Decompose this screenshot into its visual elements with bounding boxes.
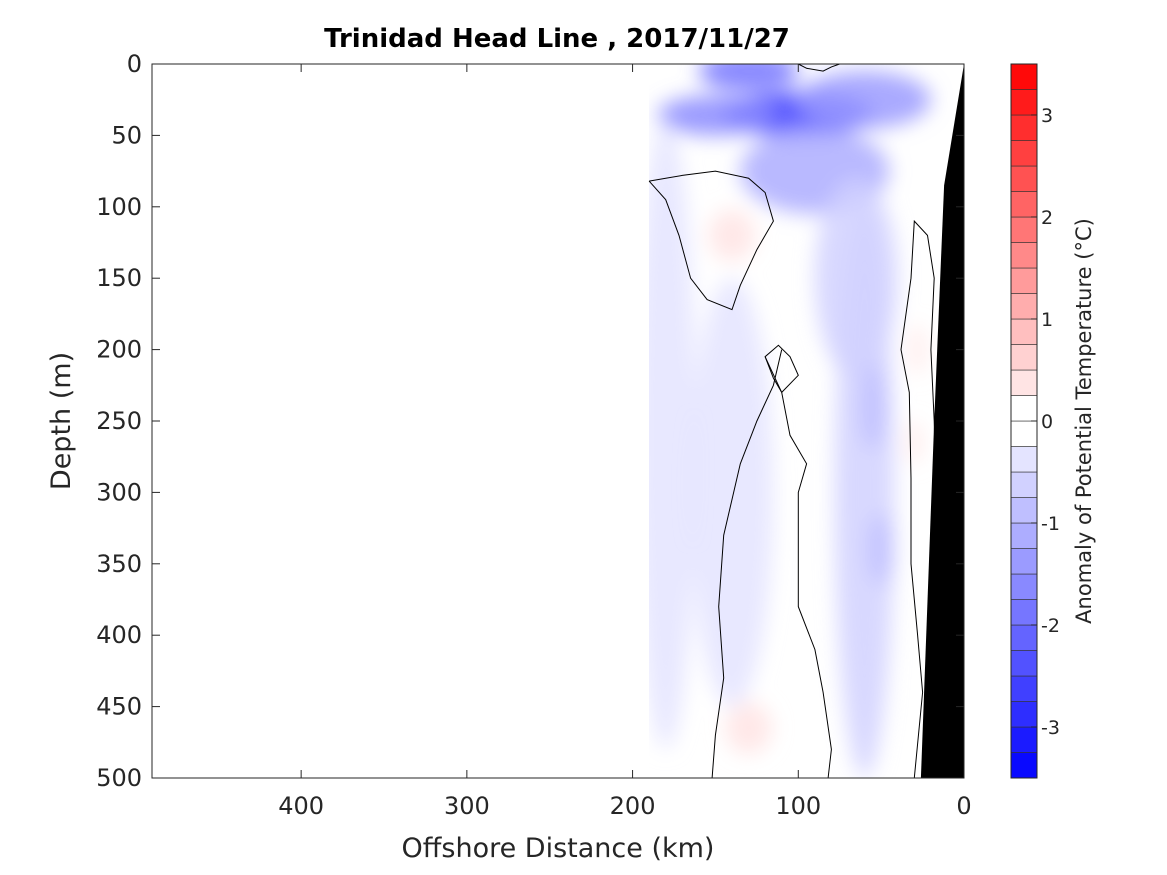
- colorbar-tick-label: 1: [1041, 309, 1053, 331]
- anomaly-blob: [708, 209, 756, 262]
- colorbar: 3 2 1 0 -1 -2 -3: [1010, 63, 1060, 779]
- colorbar-band: [1010, 497, 1038, 524]
- y-tick-label: 50: [111, 121, 142, 149]
- chart-title: Trinidad Head Line , 2017/11/27: [324, 24, 790, 54]
- x-tick-label: 0: [956, 792, 971, 820]
- colorbar-band: [1010, 701, 1038, 728]
- colorbar-band: [1010, 726, 1038, 753]
- colorbar-band: [1010, 471, 1038, 498]
- seafloor-bathymetry: [920, 64, 964, 778]
- colorbar-band: [1010, 344, 1038, 371]
- colorbar-band: [1010, 114, 1038, 141]
- colorbar-tick-label: -1: [1041, 513, 1060, 535]
- colorbar-band: [1010, 446, 1038, 473]
- colorbar-band: [1010, 675, 1038, 702]
- y-tick-label: 500: [96, 764, 142, 792]
- anomaly-blob: [690, 278, 774, 707]
- anomaly-blob: [725, 702, 772, 754]
- colorbar-band: [1010, 242, 1038, 269]
- x-tick-label: 200: [610, 792, 656, 820]
- colorbar-band: [1010, 395, 1038, 422]
- zero-contour-line: [764, 356, 832, 779]
- y-tick-label: 450: [96, 693, 142, 721]
- colorbar-tick-label: 0: [1041, 411, 1053, 433]
- colorbar-band: [1010, 293, 1038, 320]
- colorbar-band: [1010, 650, 1038, 677]
- y-axis-label: Depth (m): [46, 352, 77, 490]
- y-tick-label: 400: [96, 621, 142, 649]
- colorbar-band: [1010, 599, 1038, 626]
- zero-contour-line: [711, 349, 783, 779]
- y-tick-label: 200: [96, 336, 142, 364]
- colorbar-band: [1010, 267, 1038, 294]
- colorbar-band: [1010, 548, 1038, 575]
- colorbar-band: [1010, 752, 1038, 779]
- colorbar-band: [1010, 165, 1038, 192]
- x-tick-label: 300: [444, 792, 490, 820]
- y-tick-label: 0: [127, 50, 142, 78]
- anomaly-blob: [910, 323, 925, 376]
- x-axis-label: Offshore Distance (km): [402, 833, 715, 864]
- colorbar-label: Anomaly of Potential Temperature (°C): [1072, 218, 1096, 624]
- anomaly-blob: [698, 64, 799, 92]
- y-tick-label: 300: [96, 478, 142, 506]
- anomaly-blob: [649, 121, 696, 750]
- anomaly-blob: [859, 363, 887, 450]
- colorbar-tick-label: 3: [1041, 105, 1053, 127]
- colorbar-tick-label: 2: [1041, 207, 1053, 229]
- anomaly-blob: [798, 71, 931, 129]
- colorbar-band: [1010, 89, 1038, 116]
- colorbar-band: [1010, 420, 1038, 447]
- colorbar-tick-label: -2: [1041, 615, 1060, 637]
- anomaly-blob: [657, 95, 774, 136]
- y-tick-label: 150: [96, 264, 142, 292]
- y-tick-label: 250: [96, 407, 142, 435]
- y-tick-label: 100: [96, 193, 142, 221]
- y-axis: 0 50 100 150 200 250 300 350 400 450 500: [96, 50, 964, 792]
- anomaly-blob: [867, 513, 895, 586]
- colorbar-band: [1010, 369, 1038, 396]
- colorbar-band: [1010, 318, 1038, 345]
- plot-area: 400 300 200 100 0 0 50 100 150 200 250 300 350 400 45…: [96, 50, 971, 820]
- x-axis: 400 300 200 100 0: [278, 64, 972, 820]
- colorbar-band: [1010, 216, 1038, 243]
- colorbar-band: [1010, 140, 1038, 167]
- x-tick-label: 100: [775, 792, 821, 820]
- zero-contour-line: [798, 63, 840, 72]
- zero-contour-line: [648, 170, 774, 311]
- colorbar-band: [1010, 63, 1038, 90]
- colorbar-tick-label: -3: [1041, 717, 1060, 739]
- anomaly-blob: [834, 206, 895, 778]
- anomaly-field: [649, 64, 931, 778]
- colorbar-band: [1010, 522, 1038, 549]
- colorbar-band: [1010, 624, 1038, 651]
- colorbar-band: [1010, 191, 1038, 218]
- zero-contour-line: [764, 344, 799, 393]
- y-tick-label: 350: [96, 550, 142, 578]
- colorbar-band: [1010, 573, 1038, 600]
- x-tick-label: 400: [278, 792, 324, 820]
